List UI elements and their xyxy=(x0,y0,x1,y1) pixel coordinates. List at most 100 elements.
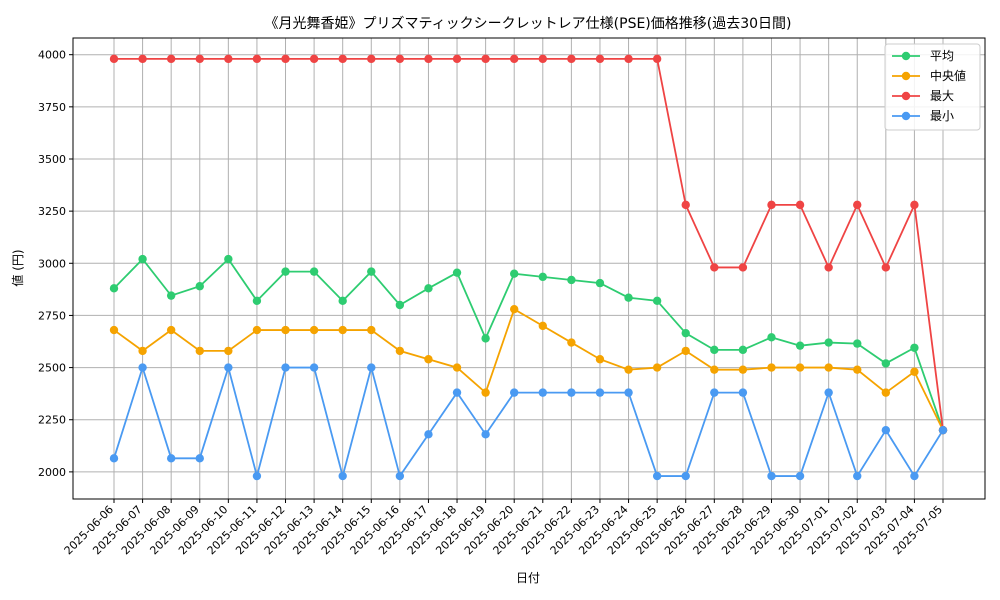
data-point xyxy=(309,54,319,64)
data-point xyxy=(824,388,833,397)
data-point xyxy=(738,388,748,397)
data-point xyxy=(338,54,347,64)
data-point xyxy=(281,267,290,276)
data-point xyxy=(710,365,719,374)
data-point xyxy=(681,346,690,356)
data-point xyxy=(395,346,405,356)
data-point xyxy=(281,363,290,372)
data-point xyxy=(538,321,547,331)
data-point xyxy=(166,291,176,300)
data-point xyxy=(510,388,519,397)
series-line-最大 xyxy=(114,57,944,431)
data-point xyxy=(138,254,147,264)
data-point xyxy=(395,54,405,64)
series-line-最小 xyxy=(113,364,944,480)
data-point xyxy=(624,388,633,397)
y-axis-ticks: 2000 2250 2500 2750 3000 3250 3500 3750 4000 xyxy=(38,49,73,479)
data-point xyxy=(767,363,776,372)
data-point xyxy=(138,363,147,372)
data-point xyxy=(252,325,262,335)
data-point xyxy=(881,388,891,397)
x-axis-label: 日付 xyxy=(516,571,540,585)
data-point xyxy=(338,471,347,481)
data-point xyxy=(195,54,204,64)
chart-title: 《月光舞香姫》プリズマティックシークレットレア仕様(PSE)価格推移(過去30日… xyxy=(265,16,792,32)
data-point xyxy=(567,388,576,397)
data-point xyxy=(567,54,576,64)
data-point xyxy=(824,263,833,272)
data-point xyxy=(452,268,462,277)
data-point xyxy=(138,346,147,356)
data-point xyxy=(224,363,233,372)
data-point xyxy=(252,54,262,64)
data-point xyxy=(224,346,233,356)
data-point xyxy=(624,293,633,302)
data-point xyxy=(881,425,891,435)
data-point xyxy=(710,388,719,397)
legend-marker xyxy=(901,91,911,101)
y-tick-label: 3750 xyxy=(38,101,66,114)
data-point xyxy=(567,338,576,347)
data-point xyxy=(166,325,176,335)
data-point xyxy=(252,471,262,481)
series-points xyxy=(109,54,948,481)
data-point xyxy=(510,54,519,64)
data-point xyxy=(538,54,547,64)
data-point xyxy=(367,363,376,372)
data-point xyxy=(424,430,433,439)
legend-label: 最大 xyxy=(930,89,954,103)
data-point xyxy=(910,200,919,210)
data-point xyxy=(395,300,405,310)
y-tick-label: 2750 xyxy=(38,309,66,322)
data-point xyxy=(481,388,490,397)
data-point xyxy=(652,296,662,306)
data-point xyxy=(538,388,547,397)
y-tick-label: 3250 xyxy=(38,205,66,218)
data-point xyxy=(824,338,833,347)
data-point xyxy=(338,296,347,306)
legend-box xyxy=(884,43,981,131)
data-point xyxy=(738,263,748,272)
series-lines xyxy=(113,57,944,480)
data-point xyxy=(452,363,462,372)
data-point xyxy=(166,454,176,463)
data-point xyxy=(109,325,119,335)
data-point xyxy=(681,328,690,338)
legend-marker xyxy=(901,51,911,61)
data-point xyxy=(224,54,233,64)
data-point xyxy=(853,365,862,374)
data-point xyxy=(395,471,405,481)
data-point xyxy=(481,430,490,439)
data-point xyxy=(738,345,748,355)
data-point xyxy=(795,471,805,481)
y-tick-label: 2250 xyxy=(38,414,66,427)
data-point xyxy=(652,471,662,481)
legend-marker xyxy=(901,71,911,81)
data-point xyxy=(624,365,633,374)
data-point xyxy=(338,325,347,335)
data-point xyxy=(595,54,605,64)
data-point xyxy=(510,269,519,278)
data-point xyxy=(910,343,919,352)
y-tick-label: 3000 xyxy=(38,257,66,270)
data-point xyxy=(452,54,462,64)
data-point xyxy=(367,325,376,335)
data-point xyxy=(824,363,833,372)
data-point xyxy=(738,365,748,374)
data-point xyxy=(424,54,433,64)
data-point xyxy=(881,359,891,368)
data-point xyxy=(309,325,319,335)
data-point xyxy=(309,363,319,372)
data-point xyxy=(481,334,490,343)
data-point xyxy=(510,304,519,314)
legend-label: 中央値 xyxy=(930,68,966,83)
data-point xyxy=(881,263,891,272)
data-point xyxy=(595,388,605,397)
data-point xyxy=(938,425,948,435)
data-point xyxy=(595,355,605,364)
data-point xyxy=(109,454,119,463)
y-axis-label: 値 (円) xyxy=(10,249,25,286)
data-point xyxy=(710,263,719,272)
